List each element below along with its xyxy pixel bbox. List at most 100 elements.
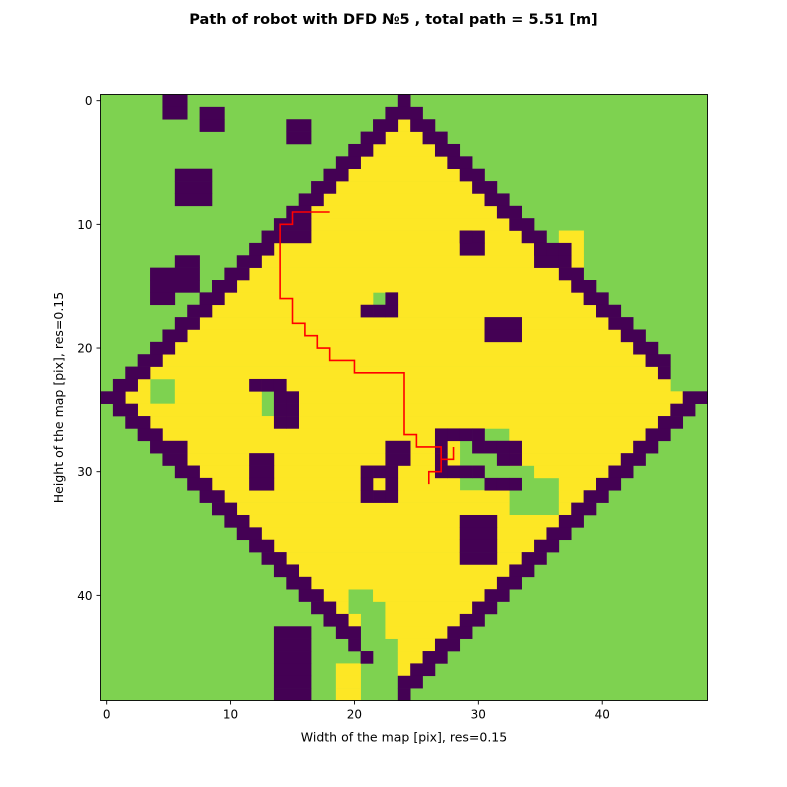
wall-cell: [558, 514, 584, 528]
wall-cell: [645, 428, 671, 442]
wall-cell: [385, 106, 423, 120]
wall-cell: [633, 440, 659, 454]
obstacle-cell: [496, 453, 510, 466]
wall-cell: [187, 304, 213, 318]
wall-cell: [323, 168, 349, 182]
wall-cell: [447, 156, 473, 170]
obstacle-cell: [385, 292, 399, 306]
wall-cell: [174, 168, 213, 182]
obstacle-block: [249, 378, 300, 429]
wall-cell: [509, 564, 535, 578]
wall-cell: [249, 465, 275, 479]
wall-cell: [311, 181, 337, 194]
obstacle-cell: [459, 465, 473, 479]
wall-cell: [199, 490, 225, 503]
wall-cell: [360, 651, 374, 664]
free-cell: [496, 539, 535, 553]
free-cell: [484, 242, 535, 256]
obstacle-cell: [360, 465, 374, 479]
free-cell: [496, 527, 547, 541]
free-cell: [397, 119, 411, 132]
obstacle-cell: [286, 403, 300, 417]
wall-cell: [608, 317, 634, 330]
x-axis-label: Width of the map [pix], res=0.15: [301, 730, 507, 745]
obstacle-cell: [286, 391, 300, 404]
free-cell: [249, 514, 461, 528]
free-cell: [397, 292, 584, 306]
free-cell: [496, 514, 560, 528]
wall-cell: [150, 267, 200, 281]
wall-cell: [373, 119, 399, 132]
wall-cell: [211, 280, 238, 293]
wall-cell: [583, 292, 609, 306]
obstacle-cell: [509, 477, 522, 491]
obstacle-cell: [273, 378, 287, 392]
obstacle-cell: [558, 255, 572, 268]
wall-cell: [496, 576, 522, 590]
free-cell: [558, 502, 572, 516]
free-cell: [187, 329, 485, 343]
wall-cell: [187, 477, 213, 491]
free-cell: [348, 168, 461, 182]
free-cell: [385, 131, 423, 145]
wall-cell: [273, 638, 312, 652]
obstacle-cell: [496, 477, 510, 491]
free-cell: [484, 230, 522, 244]
wall-cell: [273, 663, 312, 677]
wall-cell: [434, 143, 461, 157]
x-tick-label: 30: [471, 708, 486, 722]
wall-cell: [670, 403, 696, 417]
wall-cell: [583, 490, 609, 503]
wall-cell: [273, 564, 300, 578]
free-cell: [373, 143, 436, 157]
wall-cell: [410, 663, 436, 677]
y-tick-label: 10: [77, 218, 92, 232]
free-cell: [397, 651, 423, 664]
obstacle-cell: [385, 465, 399, 479]
wall-cell: [125, 366, 151, 380]
y-tick-label: 20: [77, 342, 92, 356]
wall-cell: [509, 218, 535, 231]
x-tick-label: 20: [347, 708, 362, 722]
wall-cell: [261, 552, 287, 565]
wall-cell: [150, 292, 176, 306]
free-cell: [397, 304, 597, 318]
free-cell: [373, 589, 485, 602]
free-cell: [385, 613, 461, 627]
x-tick-label: 0: [103, 708, 111, 722]
chart-title: Path of robot with DFD №5 , total path =…: [189, 12, 598, 28]
wall-cell: [385, 440, 411, 454]
obstacle-cell: [558, 242, 572, 256]
wall-cell: [286, 119, 312, 132]
robot-path: [279, 211, 455, 485]
wall-cell: [335, 156, 361, 170]
free-cell: [397, 638, 436, 652]
wall-cell: [385, 453, 411, 466]
obstacle-cell: [509, 440, 522, 454]
free-cell: [261, 527, 461, 541]
obstacle-block: [360, 230, 572, 318]
wall-cell: [682, 391, 708, 404]
obstacle-cell: [434, 428, 448, 442]
y-tick-label: 30: [77, 465, 92, 479]
plot-frame: [100, 94, 708, 701]
y-axis-label: Height of the map [pix], res=0.15: [51, 292, 66, 503]
obstacle-cell: [249, 378, 262, 392]
wall-cell: [174, 193, 213, 207]
wall-cell: [199, 292, 225, 306]
obstacle-cell: [273, 391, 287, 404]
wall-cell: [397, 688, 411, 701]
free-cell: [311, 230, 461, 244]
obstacle-cell: [509, 453, 522, 466]
wall-cell: [335, 626, 361, 639]
obstacle-frame: [434, 428, 522, 491]
wall-cell: [657, 416, 684, 429]
obstacle-cell: [472, 465, 485, 479]
free-cell: [558, 230, 584, 244]
wall-cell: [199, 119, 225, 132]
obstacle-cell: [459, 428, 473, 442]
wall-cell: [236, 255, 262, 268]
wall-cell: [459, 168, 485, 182]
obstacle-cell: [360, 490, 374, 503]
wall-cell: [546, 527, 572, 541]
